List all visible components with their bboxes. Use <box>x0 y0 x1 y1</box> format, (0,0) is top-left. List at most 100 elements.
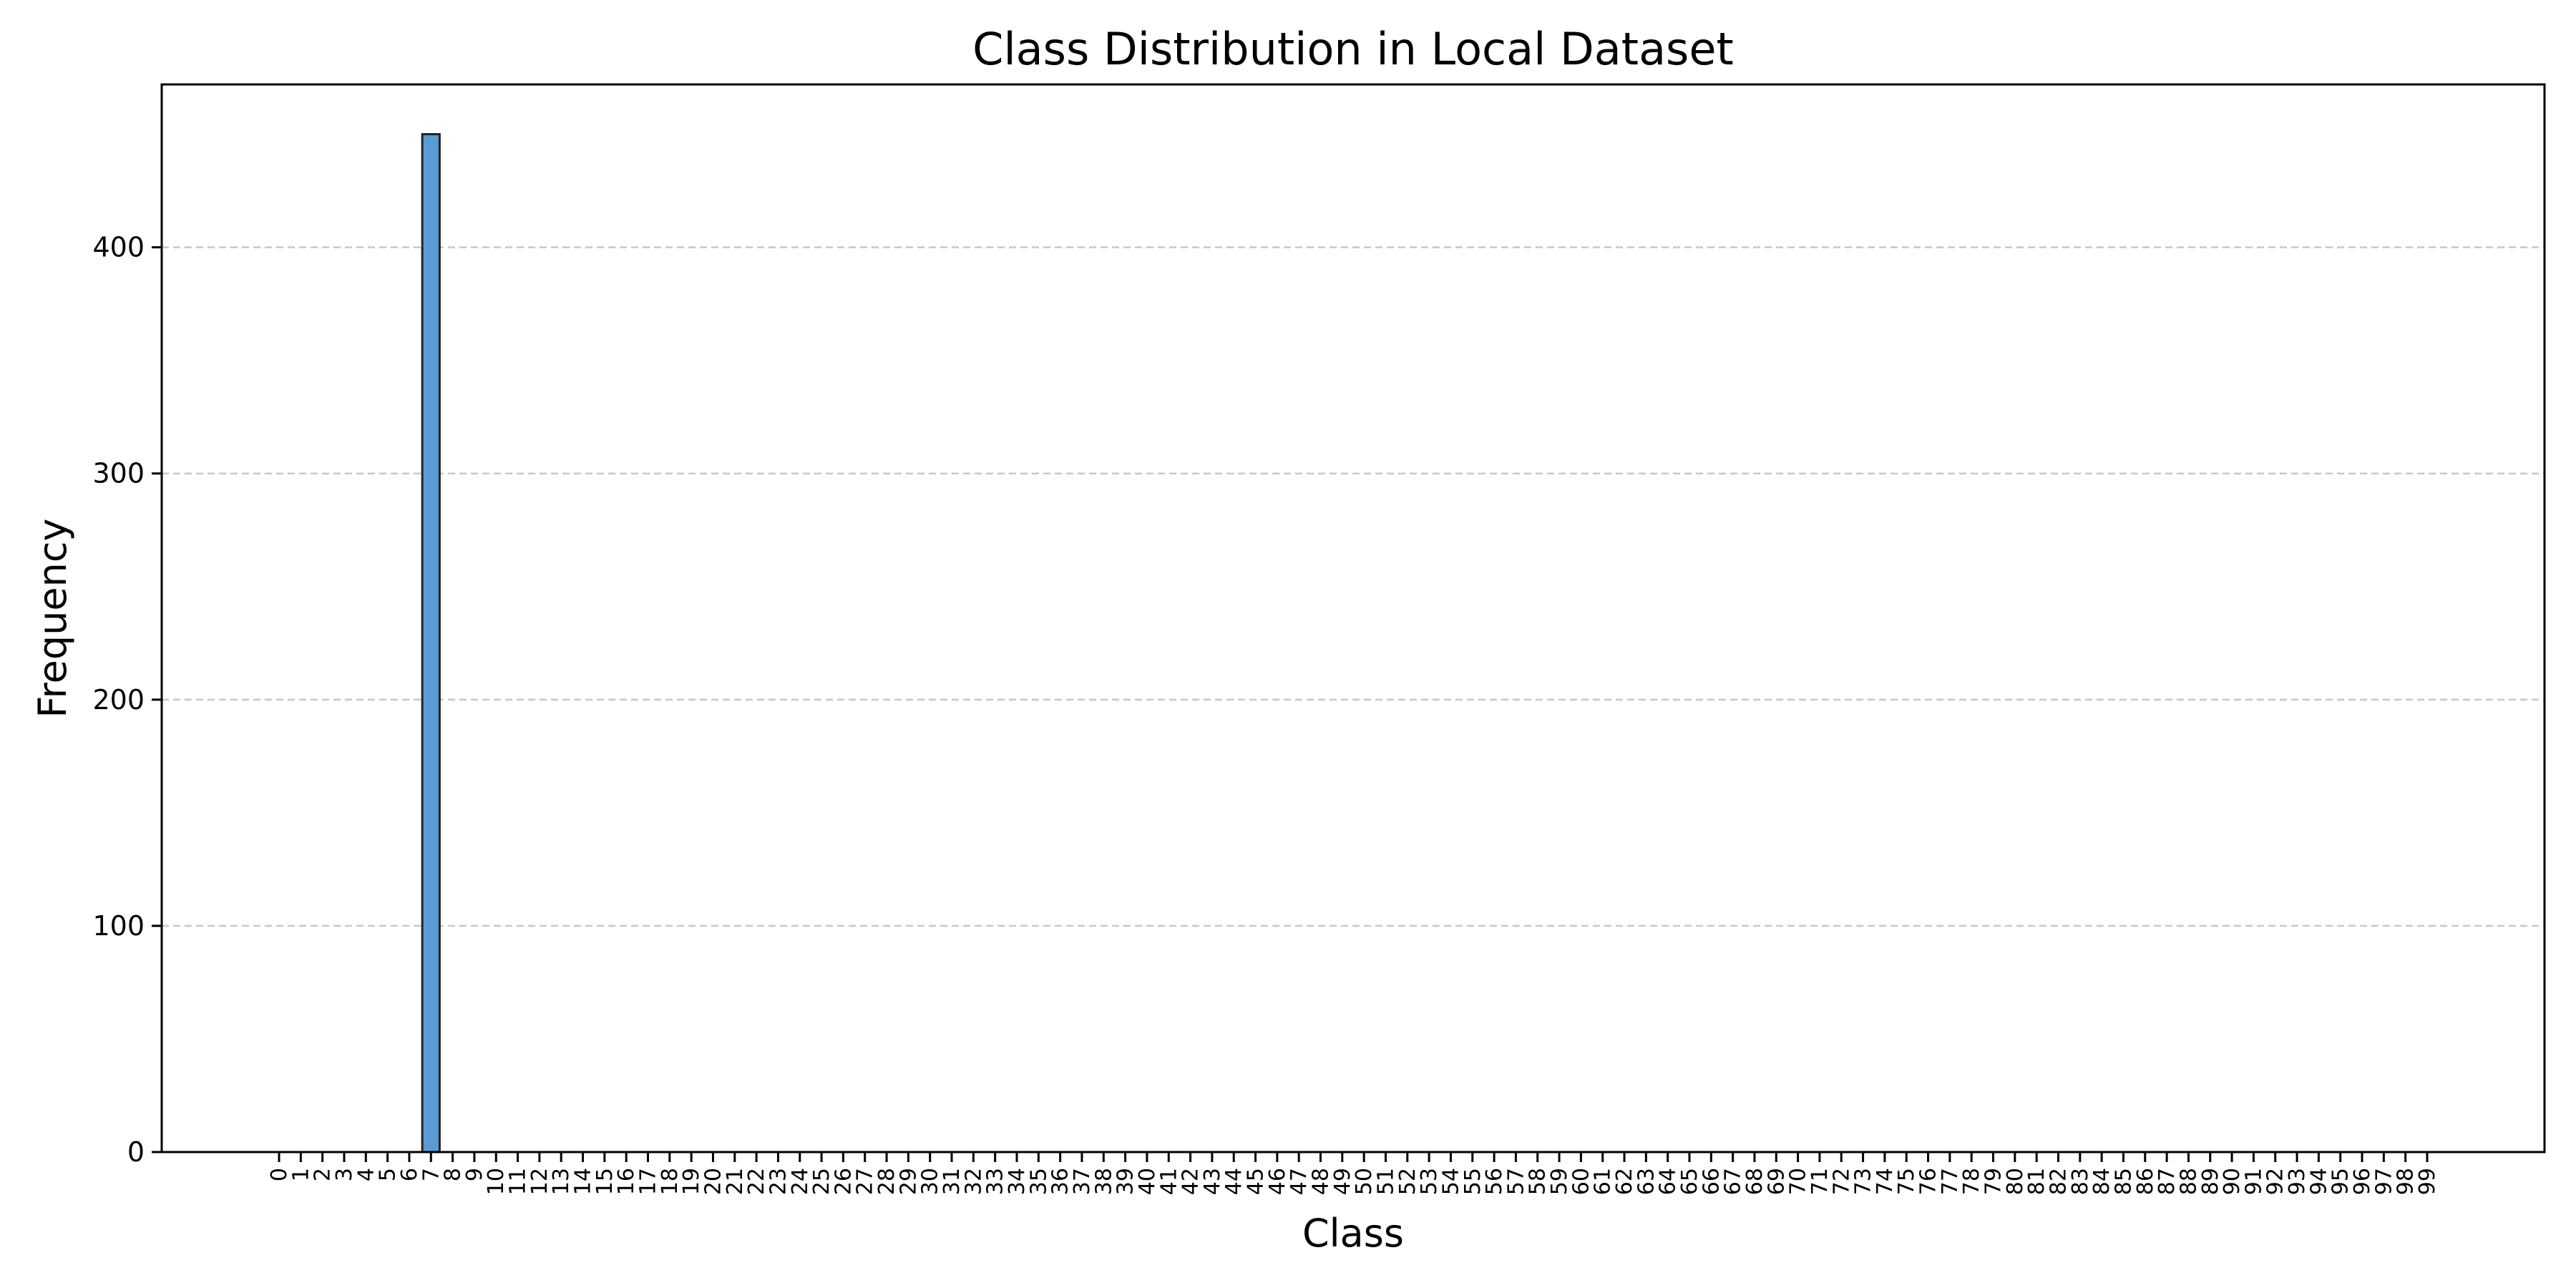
x-tick-label: 31 <box>940 1168 965 1195</box>
x-tick-label: 48 <box>1309 1168 1334 1195</box>
x-tick-label: 95 <box>2328 1168 2353 1195</box>
x-tick-label: 59 <box>1547 1168 1572 1195</box>
x-tick-label: 69 <box>1764 1168 1789 1195</box>
x-tick-label: 17 <box>635 1168 660 1195</box>
x-tick-label: 42 <box>1179 1168 1204 1195</box>
x-tick-label: 18 <box>658 1168 683 1195</box>
x-tick-label: 92 <box>2263 1168 2288 1195</box>
x-tick-label: 24 <box>788 1168 813 1195</box>
x-tick-label: 36 <box>1048 1168 1073 1195</box>
x-tick-label: 39 <box>1113 1168 1138 1195</box>
x-tick-label: 51 <box>1373 1168 1398 1195</box>
x-tick-label: 37 <box>1070 1168 1095 1195</box>
y-tick-label: 100 <box>92 910 145 942</box>
x-tick-label: 1 <box>288 1168 313 1181</box>
x-tick-label: 49 <box>1330 1168 1355 1195</box>
x-tick-label: 11 <box>506 1168 531 1195</box>
x-tick-label: 53 <box>1417 1168 1442 1195</box>
x-tick-label: 76 <box>1916 1168 1941 1195</box>
x-tick-label: 16 <box>614 1168 639 1195</box>
y-tick-label: 200 <box>92 684 145 716</box>
x-tick-label: 38 <box>1091 1168 1116 1195</box>
x-tick-label: 13 <box>549 1168 574 1195</box>
x-axis-label: Class <box>1302 1211 1404 1256</box>
x-tick-label: 74 <box>1873 1168 1898 1195</box>
x-tick-label: 75 <box>1894 1168 1919 1195</box>
x-tick-label: 87 <box>2155 1168 2180 1195</box>
x-tick-label: 62 <box>1612 1168 1637 1195</box>
x-tick-label: 45 <box>1244 1168 1269 1195</box>
x-tick-label: 34 <box>1005 1168 1030 1195</box>
x-tick-label: 27 <box>853 1168 878 1195</box>
y-tick-label: 0 <box>127 1136 145 1168</box>
x-tick-label: 57 <box>1503 1168 1528 1195</box>
y-axis-label: Frequency <box>30 519 75 718</box>
x-tick-label: 73 <box>1851 1168 1876 1195</box>
x-tick-label: 86 <box>2133 1168 2158 1195</box>
x-tick-label: 28 <box>874 1168 899 1195</box>
x-tick-label: 3 <box>332 1168 357 1181</box>
x-tick-label: 35 <box>1026 1168 1051 1195</box>
x-tick-label: 58 <box>1526 1168 1551 1195</box>
x-tick-label: 94 <box>2306 1168 2331 1195</box>
x-tick-label: 63 <box>1634 1168 1659 1195</box>
y-tick-label: 300 <box>92 458 145 489</box>
x-tick-label: 65 <box>1677 1168 1702 1195</box>
x-tick-label: 29 <box>896 1168 921 1195</box>
x-tick-label: 99 <box>2415 1168 2440 1195</box>
x-tick-label: 83 <box>2068 1168 2093 1195</box>
x-tick-label: 2 <box>311 1168 336 1181</box>
x-tick-label: 97 <box>2371 1168 2396 1195</box>
x-tick-label: 61 <box>1591 1168 1616 1195</box>
x-tick-label: 88 <box>2176 1168 2201 1195</box>
x-tick-label: 91 <box>2241 1168 2266 1195</box>
x-tick-label: 25 <box>809 1168 834 1195</box>
x-tick-label: 84 <box>2089 1168 2114 1195</box>
x-tick-label: 21 <box>723 1168 748 1195</box>
x-tick-label: 46 <box>1265 1168 1290 1195</box>
x-axis-ticks: 0123456789101112131415161718192021222324… <box>267 1152 2440 1195</box>
x-tick-label: 60 <box>1568 1168 1594 1195</box>
x-tick-label: 80 <box>2003 1168 2028 1195</box>
x-tick-label: 23 <box>766 1168 791 1195</box>
x-tick-label: 85 <box>2111 1168 2136 1195</box>
x-tick-label: 9 <box>462 1168 487 1181</box>
x-tick-label: 10 <box>484 1168 509 1195</box>
x-tick-label: 43 <box>1200 1168 1225 1195</box>
x-tick-label: 33 <box>983 1168 1008 1195</box>
x-tick-label: 44 <box>1221 1168 1246 1195</box>
x-tick-label: 56 <box>1482 1168 1507 1195</box>
x-tick-label: 14 <box>571 1168 596 1195</box>
x-tick-label: 78 <box>1959 1168 1984 1195</box>
x-tick-label: 66 <box>1699 1168 1724 1195</box>
x-tick-label: 54 <box>1438 1168 1463 1195</box>
y-tick-label: 400 <box>92 232 145 263</box>
x-tick-label: 67 <box>1721 1168 1746 1195</box>
y-axis-ticks: 0 100 200 300 400 <box>92 232 162 1168</box>
x-tick-label: 12 <box>527 1168 552 1195</box>
x-tick-label: 50 <box>1352 1168 1377 1195</box>
x-tick-label: 40 <box>1135 1168 1160 1195</box>
chart-title: Class Distribution in Local Dataset <box>972 23 1734 75</box>
x-tick-label: 6 <box>397 1168 422 1181</box>
x-tick-label: 68 <box>1742 1168 1767 1195</box>
x-tick-label: 77 <box>1938 1168 1963 1195</box>
x-tick-label: 98 <box>2394 1168 2419 1195</box>
x-tick-label: 70 <box>1786 1168 1811 1195</box>
x-tick-label: 19 <box>679 1168 704 1195</box>
x-tick-label: 41 <box>1156 1168 1181 1195</box>
x-tick-label: 0 <box>267 1168 292 1181</box>
grid-lines <box>162 246 2545 927</box>
x-tick-label: 96 <box>2350 1168 2375 1195</box>
x-tick-label: 5 <box>376 1168 401 1181</box>
x-tick-label: 32 <box>961 1168 986 1195</box>
x-tick-label: 8 <box>441 1168 466 1181</box>
x-tick-label: 89 <box>2198 1168 2223 1195</box>
x-tick-label: 4 <box>353 1168 379 1181</box>
x-tick-label: 20 <box>701 1168 726 1195</box>
x-tick-label: 64 <box>1656 1168 1681 1195</box>
x-tick-label: 15 <box>592 1168 618 1195</box>
x-tick-label: 90 <box>2220 1168 2245 1195</box>
bar-class-7 <box>421 133 441 1153</box>
